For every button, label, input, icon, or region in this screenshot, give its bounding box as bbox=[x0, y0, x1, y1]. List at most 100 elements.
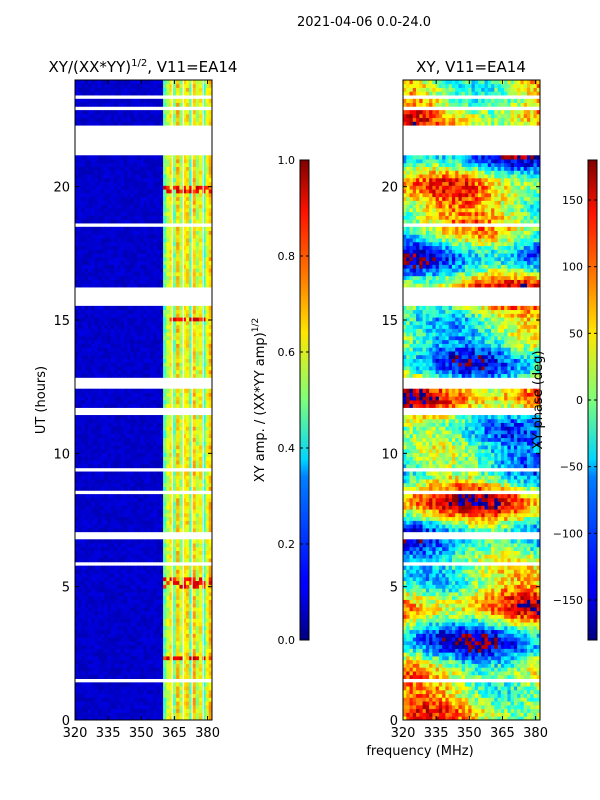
left-heatmap-cell bbox=[78, 656, 82, 661]
left-heatmap-cell bbox=[143, 426, 148, 431]
left-heatmap-cell bbox=[91, 403, 95, 408]
left-heatmap-cell bbox=[172, 512, 177, 518]
left-heatmap-cell bbox=[136, 392, 141, 397]
left-heatmap-cell bbox=[169, 441, 174, 446]
left-heatmap-cell bbox=[185, 445, 190, 450]
left-heatmap-cell bbox=[136, 633, 141, 638]
left-heatmap-cell bbox=[146, 351, 151, 356]
left-heatmap-cell bbox=[153, 362, 157, 367]
left-heatmap-cell bbox=[104, 351, 109, 356]
left-heatmap-cell bbox=[127, 456, 131, 461]
left-heatmap-cell bbox=[127, 622, 131, 627]
left-heatmap-cell bbox=[114, 663, 118, 668]
left-heatmap-cell bbox=[91, 339, 95, 344]
left-heatmap-cell bbox=[195, 373, 200, 378]
left-heatmap-cell bbox=[198, 486, 203, 491]
left-heatmap-cell bbox=[101, 388, 105, 393]
left-heatmap-cell bbox=[185, 607, 190, 612]
left-heatmap-cell bbox=[176, 689, 180, 695]
left-heatmap-cell bbox=[182, 667, 187, 672]
left-heatmap-cell bbox=[198, 712, 203, 717]
left-heatmap-cell bbox=[94, 479, 99, 484]
left-heatmap-cell bbox=[110, 253, 115, 258]
left-heatmap-cell bbox=[120, 238, 125, 243]
left-heatmap-cell bbox=[91, 686, 95, 691]
left-heatmap-cell bbox=[179, 505, 184, 510]
left-heatmap-cell bbox=[133, 433, 138, 439]
left-heatmap-cell bbox=[110, 712, 115, 717]
left-heatmap-cell bbox=[150, 573, 154, 578]
left-heatmap-cell bbox=[91, 354, 95, 359]
left-heatmap-cell bbox=[101, 505, 105, 510]
left-heatmap-cell bbox=[156, 403, 161, 408]
left-heatmap-cell bbox=[189, 629, 193, 634]
left-heatmap-cell bbox=[192, 464, 197, 469]
left-heatmap-cell bbox=[195, 354, 200, 359]
left-heatmap-cell bbox=[88, 422, 92, 427]
left-heatmap-cell bbox=[81, 494, 86, 499]
left-heatmap-cell bbox=[153, 460, 157, 465]
left-heatmap-cell bbox=[127, 208, 131, 213]
left-heatmap-cell bbox=[208, 512, 212, 518]
left-heatmap-cell bbox=[192, 576, 197, 582]
left-heatmap-cell bbox=[189, 712, 193, 717]
left-heatmap-cell bbox=[104, 652, 109, 657]
left-heatmap-cell bbox=[107, 215, 112, 220]
left-heatmap-cell bbox=[78, 452, 82, 457]
left-heatmap-cell bbox=[159, 215, 164, 220]
left-heatmap-cell bbox=[101, 648, 105, 653]
left-heatmap-cell bbox=[150, 313, 154, 318]
left-heatmap-cell bbox=[192, 701, 197, 706]
left-heatmap-cell bbox=[104, 366, 109, 371]
left-heatmap-cell bbox=[114, 497, 118, 503]
left-heatmap-cell bbox=[84, 697, 89, 702]
left-heatmap-cell bbox=[123, 618, 128, 623]
left-heatmap-cell bbox=[179, 546, 184, 551]
left-heatmap-cell bbox=[153, 607, 157, 612]
left-heatmap-cell bbox=[127, 708, 131, 713]
left-heatmap-cell bbox=[75, 415, 79, 420]
left-heatmap-cell bbox=[150, 358, 154, 363]
left-heatmap-cell bbox=[163, 659, 167, 664]
left-heatmap-cell bbox=[114, 659, 118, 664]
left-heatmap-cell bbox=[120, 663, 125, 668]
left-heatmap-cell bbox=[156, 640, 161, 646]
left-heatmap-cell bbox=[146, 415, 151, 420]
left-heatmap-cell bbox=[208, 354, 212, 359]
left-heatmap-cell bbox=[84, 272, 89, 277]
left-heatmap-cell bbox=[166, 215, 170, 220]
left-heatmap-cell bbox=[172, 528, 177, 533]
left-heatmap-cell bbox=[159, 486, 164, 491]
left-heatmap-cell bbox=[123, 245, 128, 250]
left-heatmap-cell bbox=[195, 211, 200, 216]
left-heatmap-cell bbox=[97, 505, 102, 510]
left-heatmap-cell bbox=[159, 573, 164, 578]
left-heatmap-cell bbox=[75, 234, 79, 239]
left-heatmap-cell bbox=[150, 441, 154, 446]
left-heatmap-cell bbox=[84, 441, 89, 446]
left-heatmap-cell bbox=[94, 686, 99, 691]
left-heatmap-cell bbox=[153, 697, 157, 702]
left-heatmap-cell bbox=[176, 516, 180, 521]
left-heatmap-cell bbox=[104, 268, 109, 273]
left-heatmap-cell bbox=[192, 712, 197, 717]
left-heatmap-cell bbox=[198, 403, 203, 408]
left-heatmap-cell bbox=[140, 430, 144, 435]
left-heatmap-cell bbox=[185, 253, 190, 258]
left-heatmap-cell bbox=[75, 539, 79, 544]
left-heatmap-cell bbox=[208, 686, 212, 691]
left-heatmap-cell bbox=[94, 516, 99, 521]
left-heatmap-cell bbox=[136, 625, 141, 631]
left-heatmap-cell bbox=[110, 430, 115, 435]
left-heatmap-cell bbox=[146, 366, 151, 371]
left-heatmap-cell bbox=[202, 539, 206, 544]
left-heatmap-cell bbox=[150, 336, 154, 341]
left-heatmap-cell bbox=[153, 539, 157, 544]
left-heatmap-cell bbox=[156, 452, 161, 457]
left-heatmap-cell bbox=[150, 599, 154, 604]
left-heatmap-cell bbox=[84, 317, 89, 322]
left-heatmap-cell bbox=[101, 471, 105, 476]
left-heatmap-cell bbox=[150, 422, 154, 427]
left-heatmap-cell bbox=[81, 505, 86, 510]
left-heatmap-cell bbox=[107, 697, 112, 702]
